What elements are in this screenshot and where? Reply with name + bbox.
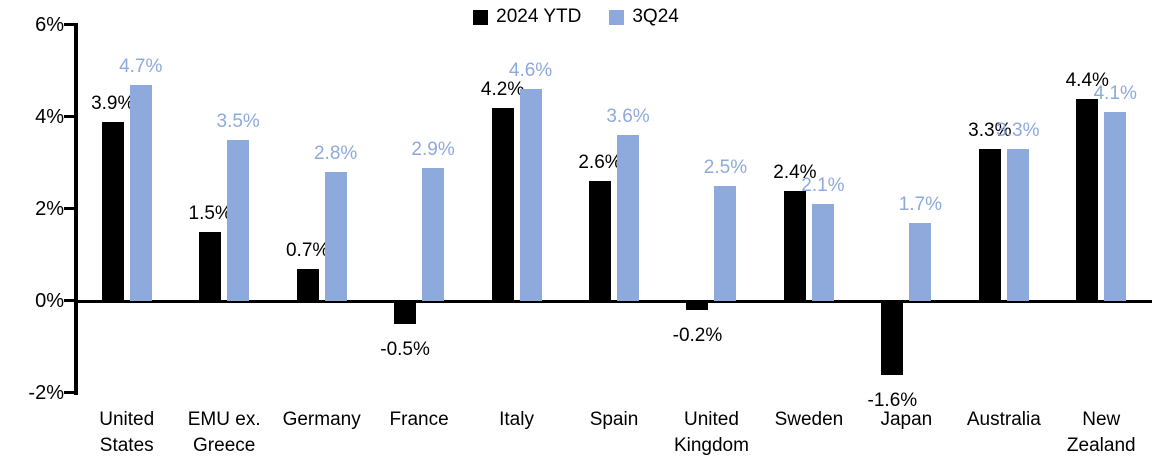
bar-value-label-2024-ytd-france: -0.5%	[380, 339, 430, 360]
y-axis-tick-label: 6%	[35, 14, 64, 36]
y-axis-tick-label: 2%	[35, 198, 64, 220]
bar-value-label-2024-ytd-australia: 3.3%	[968, 120, 1012, 142]
bar-3q24-sweden	[811, 204, 834, 301]
category-label-japan: Japan	[880, 409, 933, 430]
bar-value-label-3q24-australia: 3.3%	[996, 120, 1040, 142]
bar-2024-ytd-japan	[881, 301, 904, 375]
category-label-sweden: Sweden	[774, 409, 844, 430]
bar-value-label-3q24-japan: 1.7%	[898, 193, 943, 215]
bar-3q24-new-zealand	[1104, 112, 1127, 301]
bar-2024-ytd-germany	[296, 268, 319, 301]
category-label-italy: Italy	[499, 409, 534, 430]
bar-value-label-2024-ytd-japan: -1.6%	[867, 389, 918, 411]
y-axis-tick	[64, 299, 78, 302]
bar-3q24-japan	[909, 222, 932, 301]
y-axis-tick	[64, 391, 78, 394]
category-label-new-zealand: New Zealand	[1066, 409, 1136, 456]
bar-3q24-united-states	[129, 84, 152, 301]
legend-item-3q24: 3Q24	[609, 6, 679, 28]
category-label-united-states: United States	[99, 409, 155, 456]
y-axis-tick-label: -2%	[28, 382, 64, 404]
bar-3q24-italy	[519, 89, 542, 301]
bar-value-label-2024-ytd-spain: 2.6%	[578, 152, 622, 174]
bar-value-label-2024-ytd-italy: 4.2%	[480, 78, 525, 100]
category-label-spain: Spain	[589, 409, 639, 430]
bar-2024-ytd-new-zealand	[1076, 98, 1099, 301]
bar-value-label-2024-ytd-united-kingdom: -0.2%	[672, 325, 723, 347]
y-axis-tick-label: 0%	[35, 290, 64, 312]
bar-3q24-united-kingdom	[714, 186, 737, 301]
bar-value-label-3q24-italy: 4.6%	[508, 60, 553, 82]
bar-value-label-3q24-new-zealand: 4.1%	[1093, 83, 1137, 105]
category-label-france: France	[389, 409, 449, 430]
category-label-germany: Germany	[282, 409, 361, 430]
bar-2024-ytd-united-kingdom	[686, 301, 709, 311]
x-axis-baseline	[74, 300, 1152, 303]
bar-value-label-3q24-germany: 2.8%	[313, 143, 358, 165]
y-axis-tick-label: 4%	[35, 106, 64, 128]
bar-2024-ytd-spain	[589, 181, 611, 301]
bar-3q24-emu-ex-greece	[227, 140, 250, 301]
legend-item-2024-ytd: 2024 YTD	[473, 6, 581, 28]
bar-value-label-3q24-sweden: 2.1%	[801, 175, 845, 197]
category-label-emu-ex-greece: EMU ex. Greece	[187, 409, 261, 456]
y-axis-tick	[64, 23, 78, 26]
bar-value-label-2024-ytd-germany: 0.7%	[285, 239, 330, 261]
bar-3q24-spain	[617, 135, 639, 301]
bar-2024-ytd-united-states	[101, 121, 124, 301]
legend: 2024 YTD 3Q24	[0, 6, 1152, 28]
bar-2024-ytd-australia	[978, 149, 1001, 301]
bar-3q24-france	[422, 167, 445, 301]
bar-value-label-2024-ytd-united-states: 3.9%	[91, 92, 135, 114]
bar-value-label-3q24-emu-ex-greece: 3.5%	[216, 111, 260, 132]
category-label-australia: Australia	[966, 409, 1041, 430]
legend-label-2024-ytd: 2024 YTD	[496, 6, 582, 27]
bar-2024-ytd-italy	[491, 107, 514, 301]
y-axis-tick	[64, 115, 78, 118]
bar-value-label-2024-ytd-emu-ex-greece: 1.5%	[188, 203, 232, 224]
bar-value-label-3q24-united-states: 4.7%	[119, 55, 163, 77]
bar-value-label-2024-ytd-sweden: 2.4%	[773, 161, 817, 183]
legend-swatch-2024-ytd	[473, 9, 489, 25]
legend-swatch-3q24	[609, 9, 625, 25]
bar-3q24-australia	[1006, 149, 1029, 301]
legend-label-3q24: 3Q24	[632, 6, 679, 27]
bar-value-label-3q24-united-kingdom: 2.5%	[703, 157, 748, 178]
bar-value-label-3q24-france: 2.9%	[411, 138, 455, 160]
bar-value-label-3q24-spain: 3.6%	[606, 106, 650, 128]
category-label-united-kingdom: United Kingdom	[673, 409, 749, 456]
bar-2024-ytd-emu-ex-greece	[199, 232, 222, 301]
bar-2024-ytd-france	[394, 301, 417, 324]
y-axis-tick	[64, 207, 78, 210]
bar-value-label-2024-ytd-new-zealand: 4.4%	[1065, 69, 1109, 91]
bar-3q24-germany	[324, 172, 347, 301]
bar-2024-ytd-sweden	[783, 190, 806, 301]
